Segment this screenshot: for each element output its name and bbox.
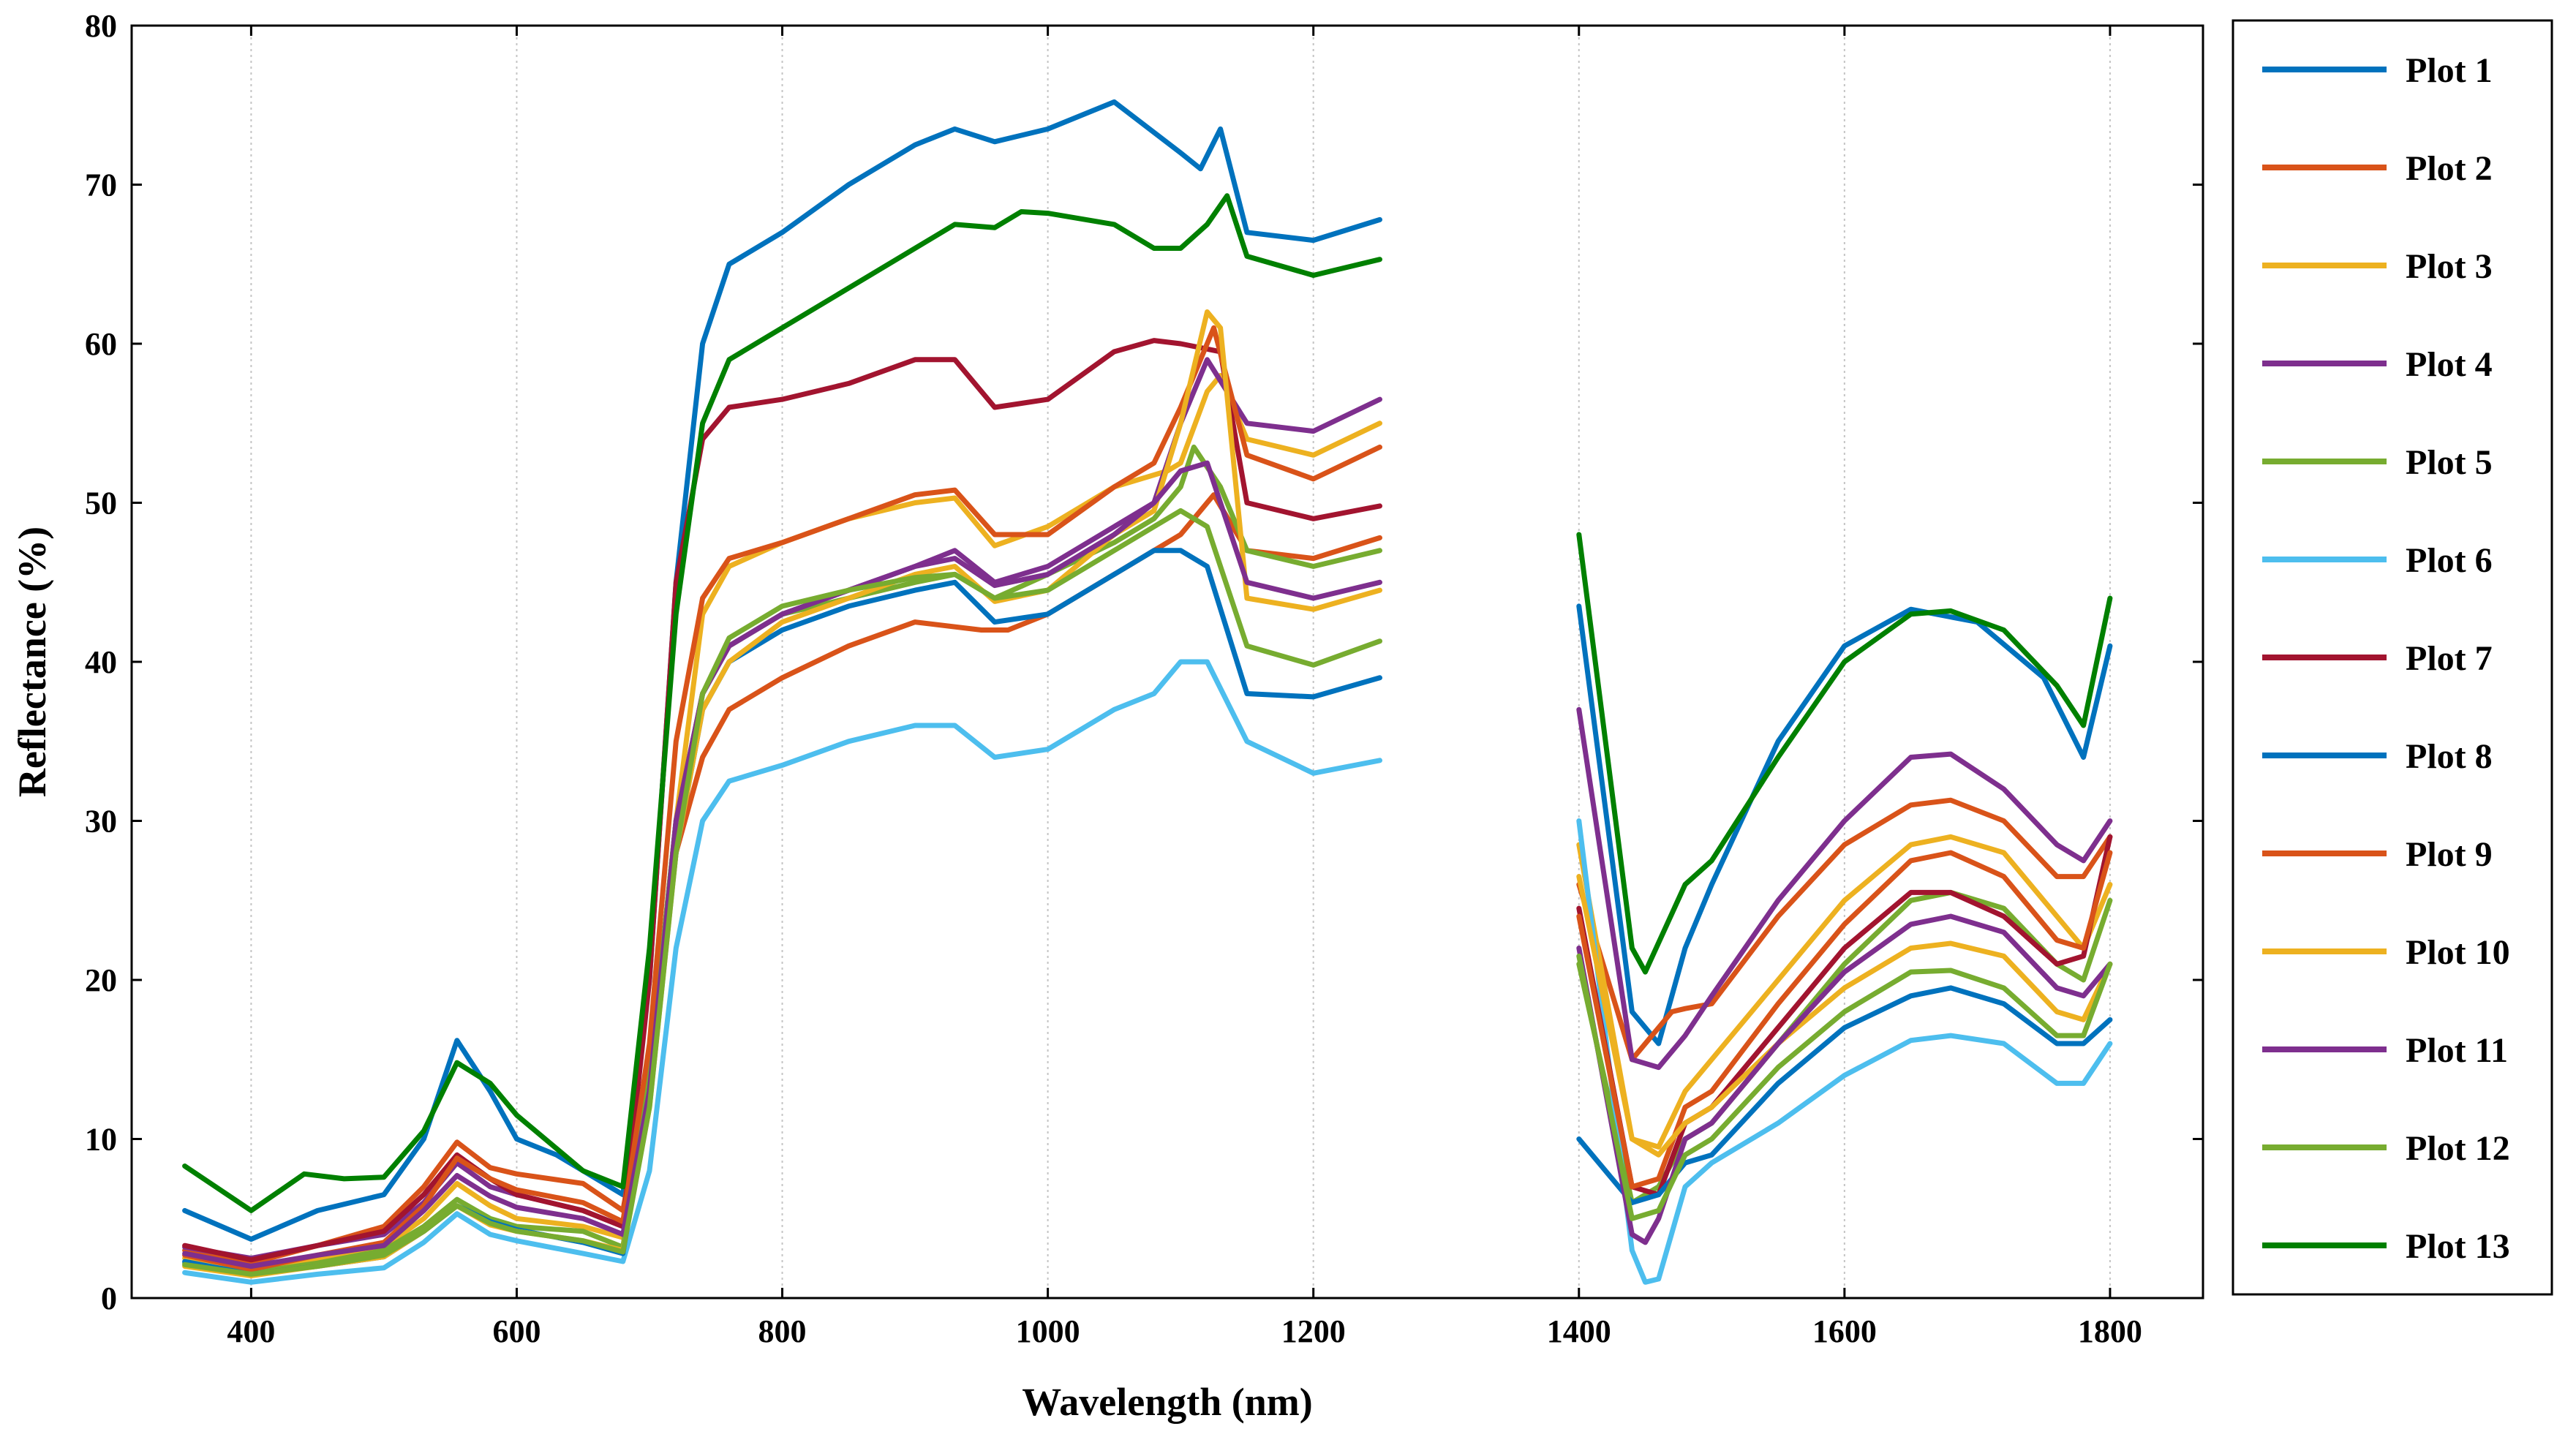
y-tick-label-0: 0: [101, 1281, 117, 1316]
series-line-plot-13-segment-2: [1576, 532, 2113, 975]
series-line-plot-8-segment-2: [1576, 985, 2113, 1205]
legend-label-plot-13: Plot 13: [2406, 1227, 2510, 1266]
series-line-plot-1-segment-2: [1576, 603, 2113, 1046]
legend-label-plot-12: Plot 12: [2406, 1129, 2510, 1168]
series-line-plot-2-segment-1: [182, 492, 1382, 1266]
x-tick-label-7: 1800: [2078, 1313, 2142, 1349]
legend-label-plot-7: Plot 7: [2406, 639, 2493, 678]
x-tick-label-1: 600: [492, 1313, 541, 1349]
series-line-plot-1-segment-1: [182, 99, 1382, 1242]
series-line-plot-7-segment-1: [182, 338, 1382, 1263]
plot-background: [132, 26, 2203, 1298]
series-lines: [182, 99, 2113, 1285]
series-line-plot-9-segment-1: [182, 325, 1382, 1272]
x-axis-title: Wavelength (nm): [1022, 1380, 1313, 1424]
series-line-plot-9-segment-2: [1576, 850, 2113, 1190]
x-tick-label-0: 400: [227, 1313, 275, 1349]
series-line-plot-2-segment-2: [1576, 797, 2113, 1063]
y-tick-label-7: 70: [85, 167, 117, 203]
series-line-plot-10-segment-2: [1576, 874, 2113, 1158]
legend-label-plot-2: Plot 2: [2406, 149, 2493, 188]
x-tick-label-4: 1200: [1281, 1313, 1346, 1349]
series-line-plot-11-segment-1: [182, 460, 1382, 1269]
series-line-plot-6-segment-1: [182, 659, 1382, 1285]
x-tick-label-5: 1400: [1547, 1313, 1611, 1349]
x-tick-label-3: 1000: [1016, 1313, 1080, 1349]
series-line-plot-13-segment-1: [182, 193, 1382, 1213]
series-line-plot-3-segment-2: [1576, 834, 2113, 1150]
legend-label-plot-6: Plot 6: [2406, 541, 2493, 580]
y-tick-label-8: 80: [85, 8, 117, 44]
legend-label-plot-8: Plot 8: [2406, 737, 2493, 776]
x-tick-label-2: 800: [758, 1313, 807, 1349]
series-line-plot-6-segment-2: [1576, 818, 2113, 1285]
y-axis-title: Reflectance (%): [10, 527, 54, 797]
series-line-plot-12-segment-1: [182, 508, 1382, 1277]
series-line-plot-4-segment-2: [1576, 706, 2113, 1071]
legend-label-plot-3: Plot 3: [2406, 247, 2493, 286]
y-tick-label-5: 50: [85, 486, 117, 521]
legend: Plot 1 Plot 2 Plot 3 Plot 4 Plot 5 Plot 6 Plot…: [2262, 51, 2510, 1266]
y-tick-label-1: 10: [85, 1122, 117, 1158]
x-tick-label-6: 1600: [1812, 1313, 1877, 1349]
legend-label-plot-4: Plot 4: [2406, 345, 2493, 384]
y-tick-label-6: 60: [85, 326, 117, 362]
legend-label-plot-1: Plot 1: [2406, 51, 2493, 90]
legend-label-plot-10: Plot 10: [2406, 933, 2510, 972]
vertical-grid: [250, 26, 2111, 1298]
series-line-plot-11-segment-2: [1576, 913, 2113, 1245]
y-tick-label-4: 40: [85, 644, 117, 680]
series-line-plot-3-segment-1: [182, 373, 1382, 1272]
axis-ticks: 400 600 800 1000 1200 1400 1600 1800 0 10 20 30 40 50…: [85, 8, 2203, 1349]
legend-label-plot-11: Plot 11: [2406, 1031, 2508, 1070]
y-tick-label-2: 20: [85, 962, 117, 998]
legend-label-plot-5: Plot 5: [2406, 443, 2493, 482]
legend-label-plot-9: Plot 9: [2406, 835, 2493, 874]
series-line-plot-12-segment-2: [1576, 953, 2113, 1221]
y-tick-label-3: 30: [85, 804, 117, 840]
